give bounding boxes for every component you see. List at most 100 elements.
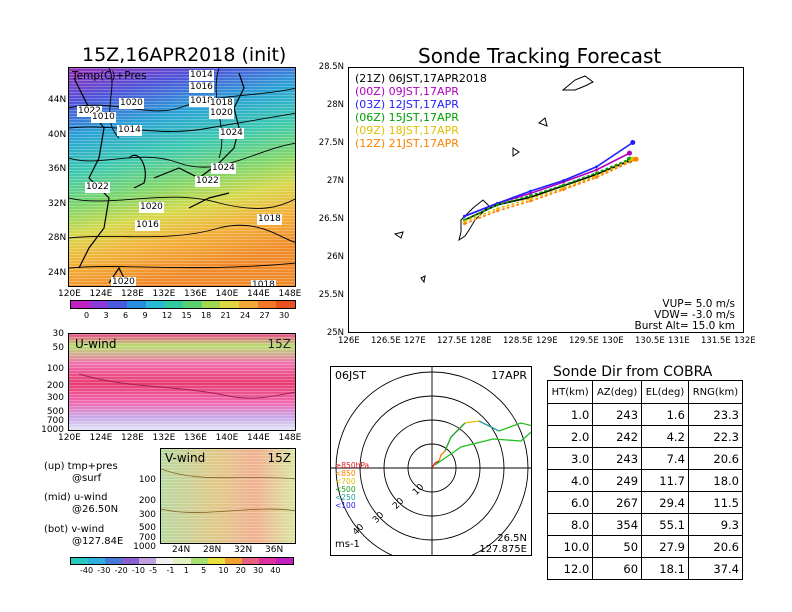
track-lat-tick: 26.5N bbox=[318, 214, 344, 224]
isobar-label: 1010 bbox=[91, 112, 116, 123]
uwind-lon-tick: 144E bbox=[247, 433, 270, 443]
table-cell: 8.0 bbox=[546, 513, 594, 536]
track-point bbox=[595, 171, 598, 175]
track-point bbox=[627, 150, 632, 156]
uwind-level-tick: 1000 bbox=[41, 425, 64, 435]
note-up-2: @surf bbox=[72, 473, 102, 484]
uwind-level-tick: 100 bbox=[46, 364, 64, 374]
table-cell: 10.0 bbox=[546, 535, 594, 558]
wind-colorbar-tick: -10 bbox=[131, 566, 145, 575]
track-lon-tick: 127E bbox=[404, 336, 426, 346]
track-series-line bbox=[464, 158, 637, 225]
table-cell: 354 bbox=[592, 513, 643, 536]
table-cell: 6.0 bbox=[546, 491, 594, 514]
isobar-label: 1020 bbox=[119, 98, 144, 109]
uwind-panel: U-wind 15Z bbox=[68, 333, 296, 431]
track-legend-entry: (06Z) 15JST,17APR bbox=[355, 111, 459, 124]
isobar-label: 1016 bbox=[135, 220, 160, 231]
hodo-date: 17APR bbox=[491, 369, 527, 382]
table-cell: 3.0 bbox=[546, 447, 594, 470]
vwind-level-tick: 200 bbox=[138, 496, 156, 506]
wind-colorbar-tick: 30 bbox=[253, 566, 264, 575]
hodo-legend-entry: ≥850hPa bbox=[335, 461, 370, 470]
temp-pres-map: Temp(C)+Pres 1014 1016 1018 1020 1022 1010 101… bbox=[68, 67, 296, 287]
vwind-level-tick: 500 bbox=[138, 523, 156, 533]
table-cell: 55.1 bbox=[641, 513, 689, 536]
hodo-legend-entry: <100 bbox=[335, 501, 356, 510]
track-point bbox=[562, 179, 565, 182]
table-cell: 1.6 bbox=[641, 403, 689, 426]
table-cell: 27.9 bbox=[641, 535, 689, 558]
track-point bbox=[496, 209, 499, 213]
map-lon-tick: 136E bbox=[184, 289, 207, 299]
table-header-cell: AZ(deg) bbox=[592, 380, 643, 404]
uwind-lon-tick: 124E bbox=[89, 433, 113, 443]
table-cell: 7.4 bbox=[641, 447, 689, 470]
map-lon-tick: 120E bbox=[58, 289, 81, 299]
table-cell: 9.3 bbox=[687, 513, 744, 536]
uwind-level-tick: 200 bbox=[46, 381, 64, 391]
temp-colorbar-tick: 27 bbox=[259, 311, 270, 320]
uwind-level-tick: 700 bbox=[46, 416, 64, 426]
isobar-label: 1018 bbox=[251, 280, 276, 286]
track-legend-entry: (12Z) 21JST,17APR bbox=[355, 137, 459, 150]
table-cell: 20.6 bbox=[687, 447, 744, 470]
temp-colorbar bbox=[70, 300, 296, 309]
map-lon-tick: 128E bbox=[121, 289, 144, 299]
track-lat-tick: 27N bbox=[326, 176, 344, 186]
vwind-level-tick: 1000 bbox=[133, 542, 156, 552]
note-mid: (mid) u-wind bbox=[44, 492, 108, 503]
vwind-level-tick: 700 bbox=[138, 533, 156, 543]
temp-colorbar-tick: 15 bbox=[181, 311, 192, 320]
hodo-lat: 26.5N bbox=[497, 533, 527, 544]
track-point bbox=[463, 222, 466, 226]
table-row: 10.0 50 27.9 20.6 bbox=[546, 535, 744, 558]
uwind-lon-tick: 120E bbox=[58, 433, 81, 443]
track-point bbox=[562, 188, 565, 191]
table-cell: 20.6 bbox=[687, 535, 744, 558]
table-cell: 4.2 bbox=[641, 425, 689, 448]
isobar-label: 1024 bbox=[219, 128, 244, 139]
isobar-label: 1022 bbox=[85, 182, 110, 193]
wind-colorbar-tick: 1 bbox=[183, 566, 189, 575]
note-mid-2: @26.50N bbox=[72, 504, 119, 515]
map-lon-tick: 132E bbox=[152, 289, 176, 299]
isobar-label: 1022 bbox=[77, 106, 102, 117]
table-cell: 60 bbox=[592, 557, 643, 580]
note-up: (up) tmp+pres bbox=[44, 461, 118, 472]
vwind-level-tick: 300 bbox=[138, 510, 156, 520]
track-lat-tick: 28.5N bbox=[318, 62, 344, 72]
isobar-label: 1018 bbox=[257, 214, 282, 225]
track-lon-tick: 130.5E bbox=[635, 336, 665, 346]
uwind-level-tick: 500 bbox=[46, 407, 64, 417]
map-title: 15Z,16APR2018 (init) bbox=[82, 44, 287, 66]
track-series-line bbox=[464, 158, 630, 221]
table-row: 2.0 242 4.2 22.3 bbox=[546, 425, 744, 448]
wind-colorbar-tick: -1 bbox=[166, 566, 175, 575]
table-cell: 37.4 bbox=[687, 557, 744, 580]
hodo-legend-entry: <850 bbox=[335, 469, 356, 478]
wind-colorbar-tick: -20 bbox=[114, 566, 128, 575]
track-lon-tick: 129.5E bbox=[569, 336, 599, 346]
table-header-cell: RNG(km) bbox=[687, 380, 744, 404]
table-cell: 1.0 bbox=[546, 403, 594, 426]
uwind-time: 15Z bbox=[267, 337, 292, 351]
uwind-level-tick: 300 bbox=[46, 393, 64, 403]
track-lon-tick: 126.5E bbox=[371, 336, 401, 346]
table-row: 1.0 243 1.6 23.3 bbox=[546, 403, 744, 426]
temp-colorbar-tick: 0 bbox=[84, 311, 90, 320]
track-lat-tick: 26N bbox=[326, 252, 344, 262]
uwind-lon-tick: 132E bbox=[152, 433, 176, 443]
vwind-lat-tick: 28N bbox=[203, 545, 222, 555]
track-lon-tick: 131.5E bbox=[701, 336, 731, 346]
isobar-label: 1024 bbox=[211, 163, 236, 174]
isobar-label: 1020 bbox=[209, 108, 234, 119]
table-cell: 29.4 bbox=[641, 491, 689, 514]
wind-colorbar-tick: 40 bbox=[270, 566, 281, 575]
isobar-label: 1018 bbox=[209, 98, 234, 109]
track-legend-entry: (00Z) 09JST,17APR bbox=[355, 85, 459, 98]
track-lat-tick: 25.5N bbox=[318, 290, 344, 300]
track-lon-tick: 131E bbox=[668, 336, 690, 346]
track-point bbox=[630, 139, 636, 145]
map-lon-tick: 144E bbox=[247, 289, 270, 299]
